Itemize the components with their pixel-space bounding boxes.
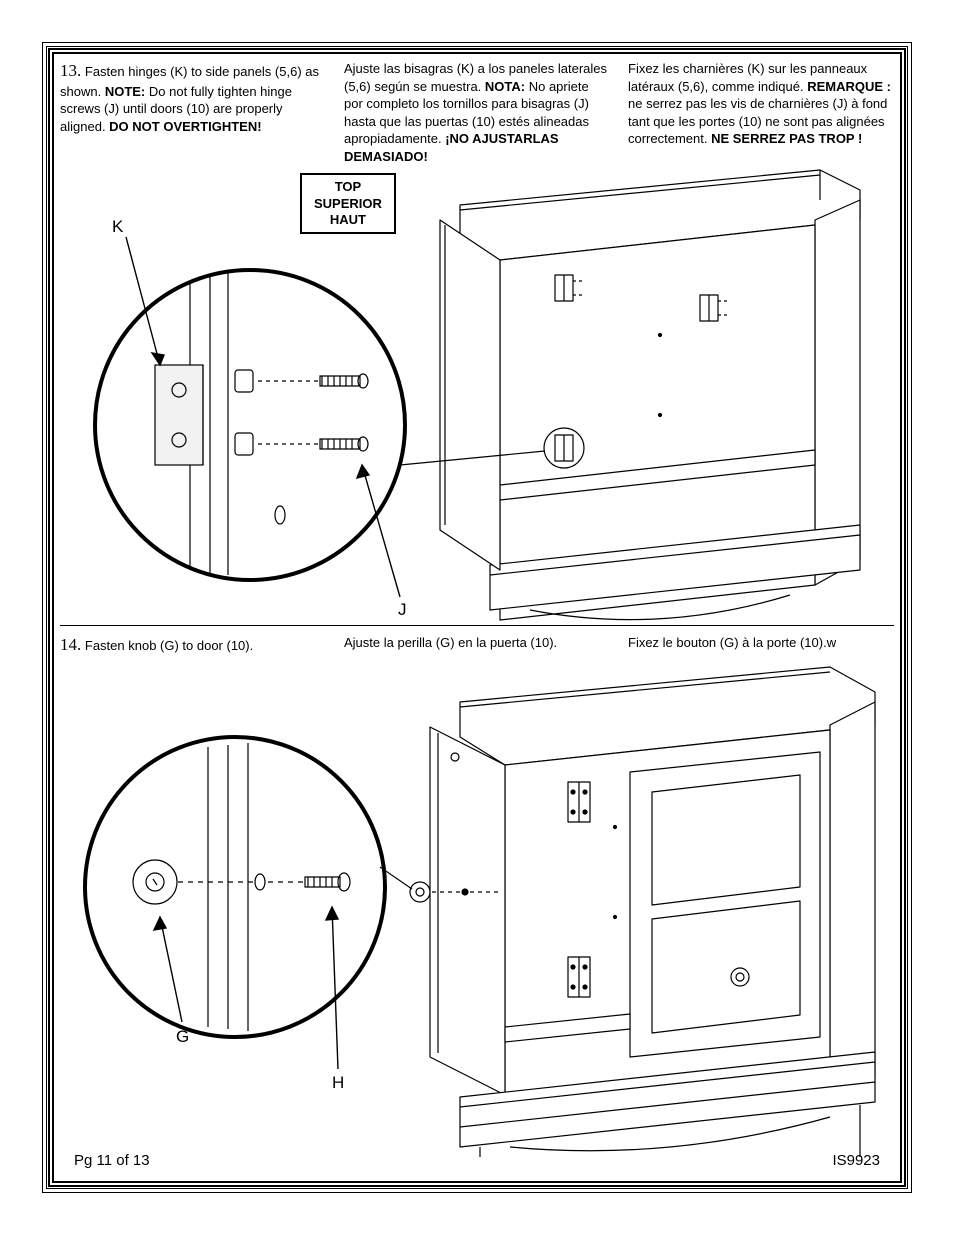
step13-text: 13. Fasten hinges (K) to side panels (5,… <box>60 60 894 165</box>
note-label: REMARQUE : <box>807 79 891 94</box>
detail-circle-14 <box>85 737 385 1037</box>
label-superior: SUPERIOR <box>314 196 382 212</box>
detail-circle-13 <box>95 270 405 580</box>
label-G: G <box>176 1027 189 1047</box>
page: 13. Fasten hinges (K) to side panels (5,… <box>0 0 954 1235</box>
step14-diagram: G H <box>60 657 894 1157</box>
label-J: J <box>398 600 407 620</box>
txt: Fixez le bouton (G) à la porte (10).w <box>628 635 836 650</box>
page-content: 13. Fasten hinges (K) to side panels (5,… <box>60 60 894 1175</box>
step13-svg <box>60 165 894 625</box>
step14-en: 14. Fasten knob (G) to door (10). <box>60 634 326 657</box>
divider <box>60 625 894 626</box>
step14-text: 14. Fasten knob (G) to door (10). Ajuste… <box>60 634 894 657</box>
label-top: TOP <box>314 179 382 195</box>
step14-fr: Fixez le bouton (G) à la porte (10).w <box>628 634 894 657</box>
step13-diagram: TOP SUPERIOR HAUT K J <box>60 165 894 625</box>
txt: Fasten knob (G) to door (10). <box>85 638 253 653</box>
txt: Ajuste la perilla (G) en la puerta (10). <box>344 635 557 650</box>
top-label-box: TOP SUPERIOR HAUT <box>300 173 396 234</box>
step14-es: Ajuste la perilla (G) en la puerta (10). <box>344 634 610 657</box>
label-K: K <box>112 217 123 237</box>
warn: DO NOT OVERTIGHTEN! <box>109 119 261 134</box>
step14-number: 14. <box>60 635 81 654</box>
step13-number: 13. <box>60 61 81 80</box>
doc-code: IS9923 <box>832 1152 880 1169</box>
step13-en: 13. Fasten hinges (K) to side panels (5,… <box>60 60 326 165</box>
warn: NE SERREZ PAS TROP ! <box>711 131 862 146</box>
footer: Pg 11 of 13 IS9923 <box>74 1152 880 1169</box>
cabinet-14 <box>430 667 875 1157</box>
page-number: Pg 11 of 13 <box>74 1152 150 1169</box>
step13-es: Ajuste las bisagras (K) a los paneles la… <box>344 60 610 165</box>
label-H: H <box>332 1073 344 1093</box>
step13-fr: Fixez les charnières (K) sur les panneau… <box>628 60 894 165</box>
note-label: NOTE: <box>105 84 145 99</box>
step14-svg <box>60 657 894 1157</box>
label-haut: HAUT <box>314 212 382 228</box>
cabinet-13 <box>440 170 860 620</box>
note-label: NOTA: <box>485 79 525 94</box>
